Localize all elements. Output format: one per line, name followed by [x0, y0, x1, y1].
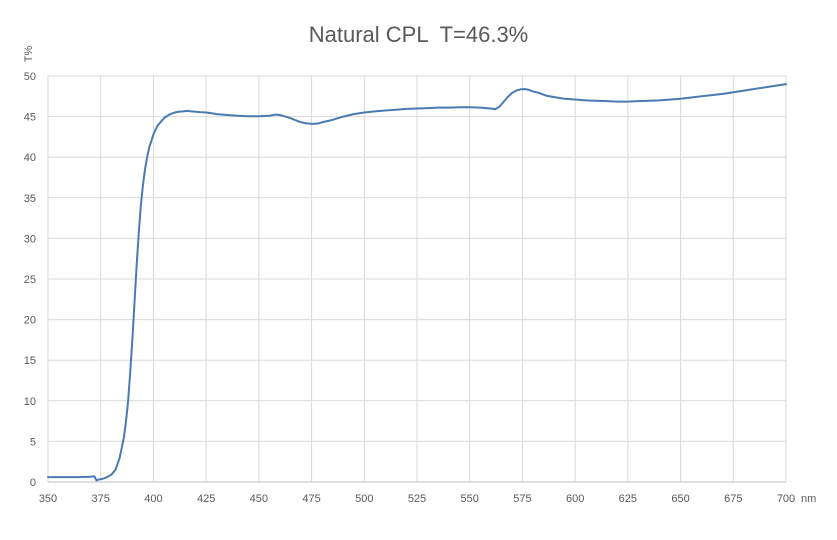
x-tick-label: 425 — [197, 493, 215, 505]
y-tick-label: 20 — [24, 315, 36, 327]
x-tick-label: 700 — [777, 493, 795, 505]
transmission-series-line — [47, 83, 787, 482]
x-tick-label: 500 — [355, 493, 373, 505]
x-tick-label: 575 — [513, 493, 531, 505]
series-layer — [47, 83, 787, 482]
x-tick-label: 450 — [250, 493, 268, 505]
x-tick-label: 600 — [566, 493, 584, 505]
grid-layer — [47, 75, 787, 483]
axis-layer: 0 5 10 15 20 25 30 35 40 45 50 350 375 400 425 450 475 50… — [24, 71, 795, 505]
y-tick-label: 35 — [24, 193, 36, 205]
x-tick-label: 350 — [39, 493, 57, 505]
x-tick-label: 475 — [302, 493, 320, 505]
x-tick-label: 550 — [461, 493, 479, 505]
y-tick-label: 5 — [30, 436, 36, 448]
y-tick-label: 0 — [30, 477, 36, 489]
x-tick-label: 650 — [671, 493, 689, 505]
y-tick-label: 50 — [24, 71, 36, 83]
y-tick-label: 10 — [24, 396, 36, 408]
y-tick-label: 40 — [24, 152, 36, 164]
x-tick-label: 675 — [724, 493, 742, 505]
x-tick-label: 625 — [619, 493, 637, 505]
x-tick-label: 375 — [92, 493, 110, 505]
y-axis-label: T% — [23, 46, 35, 63]
y-tick-label: 25 — [24, 274, 36, 286]
x-tick-label: 400 — [144, 493, 162, 505]
y-tick-label: 30 — [24, 233, 36, 245]
chart-title: Natural CPL T=46.3% — [308, 22, 529, 47]
x-tick-label: 525 — [408, 493, 426, 505]
x-axis-label: nm — [801, 493, 816, 505]
y-tick-label: 45 — [24, 112, 36, 124]
y-tick-label: 15 — [24, 355, 36, 367]
